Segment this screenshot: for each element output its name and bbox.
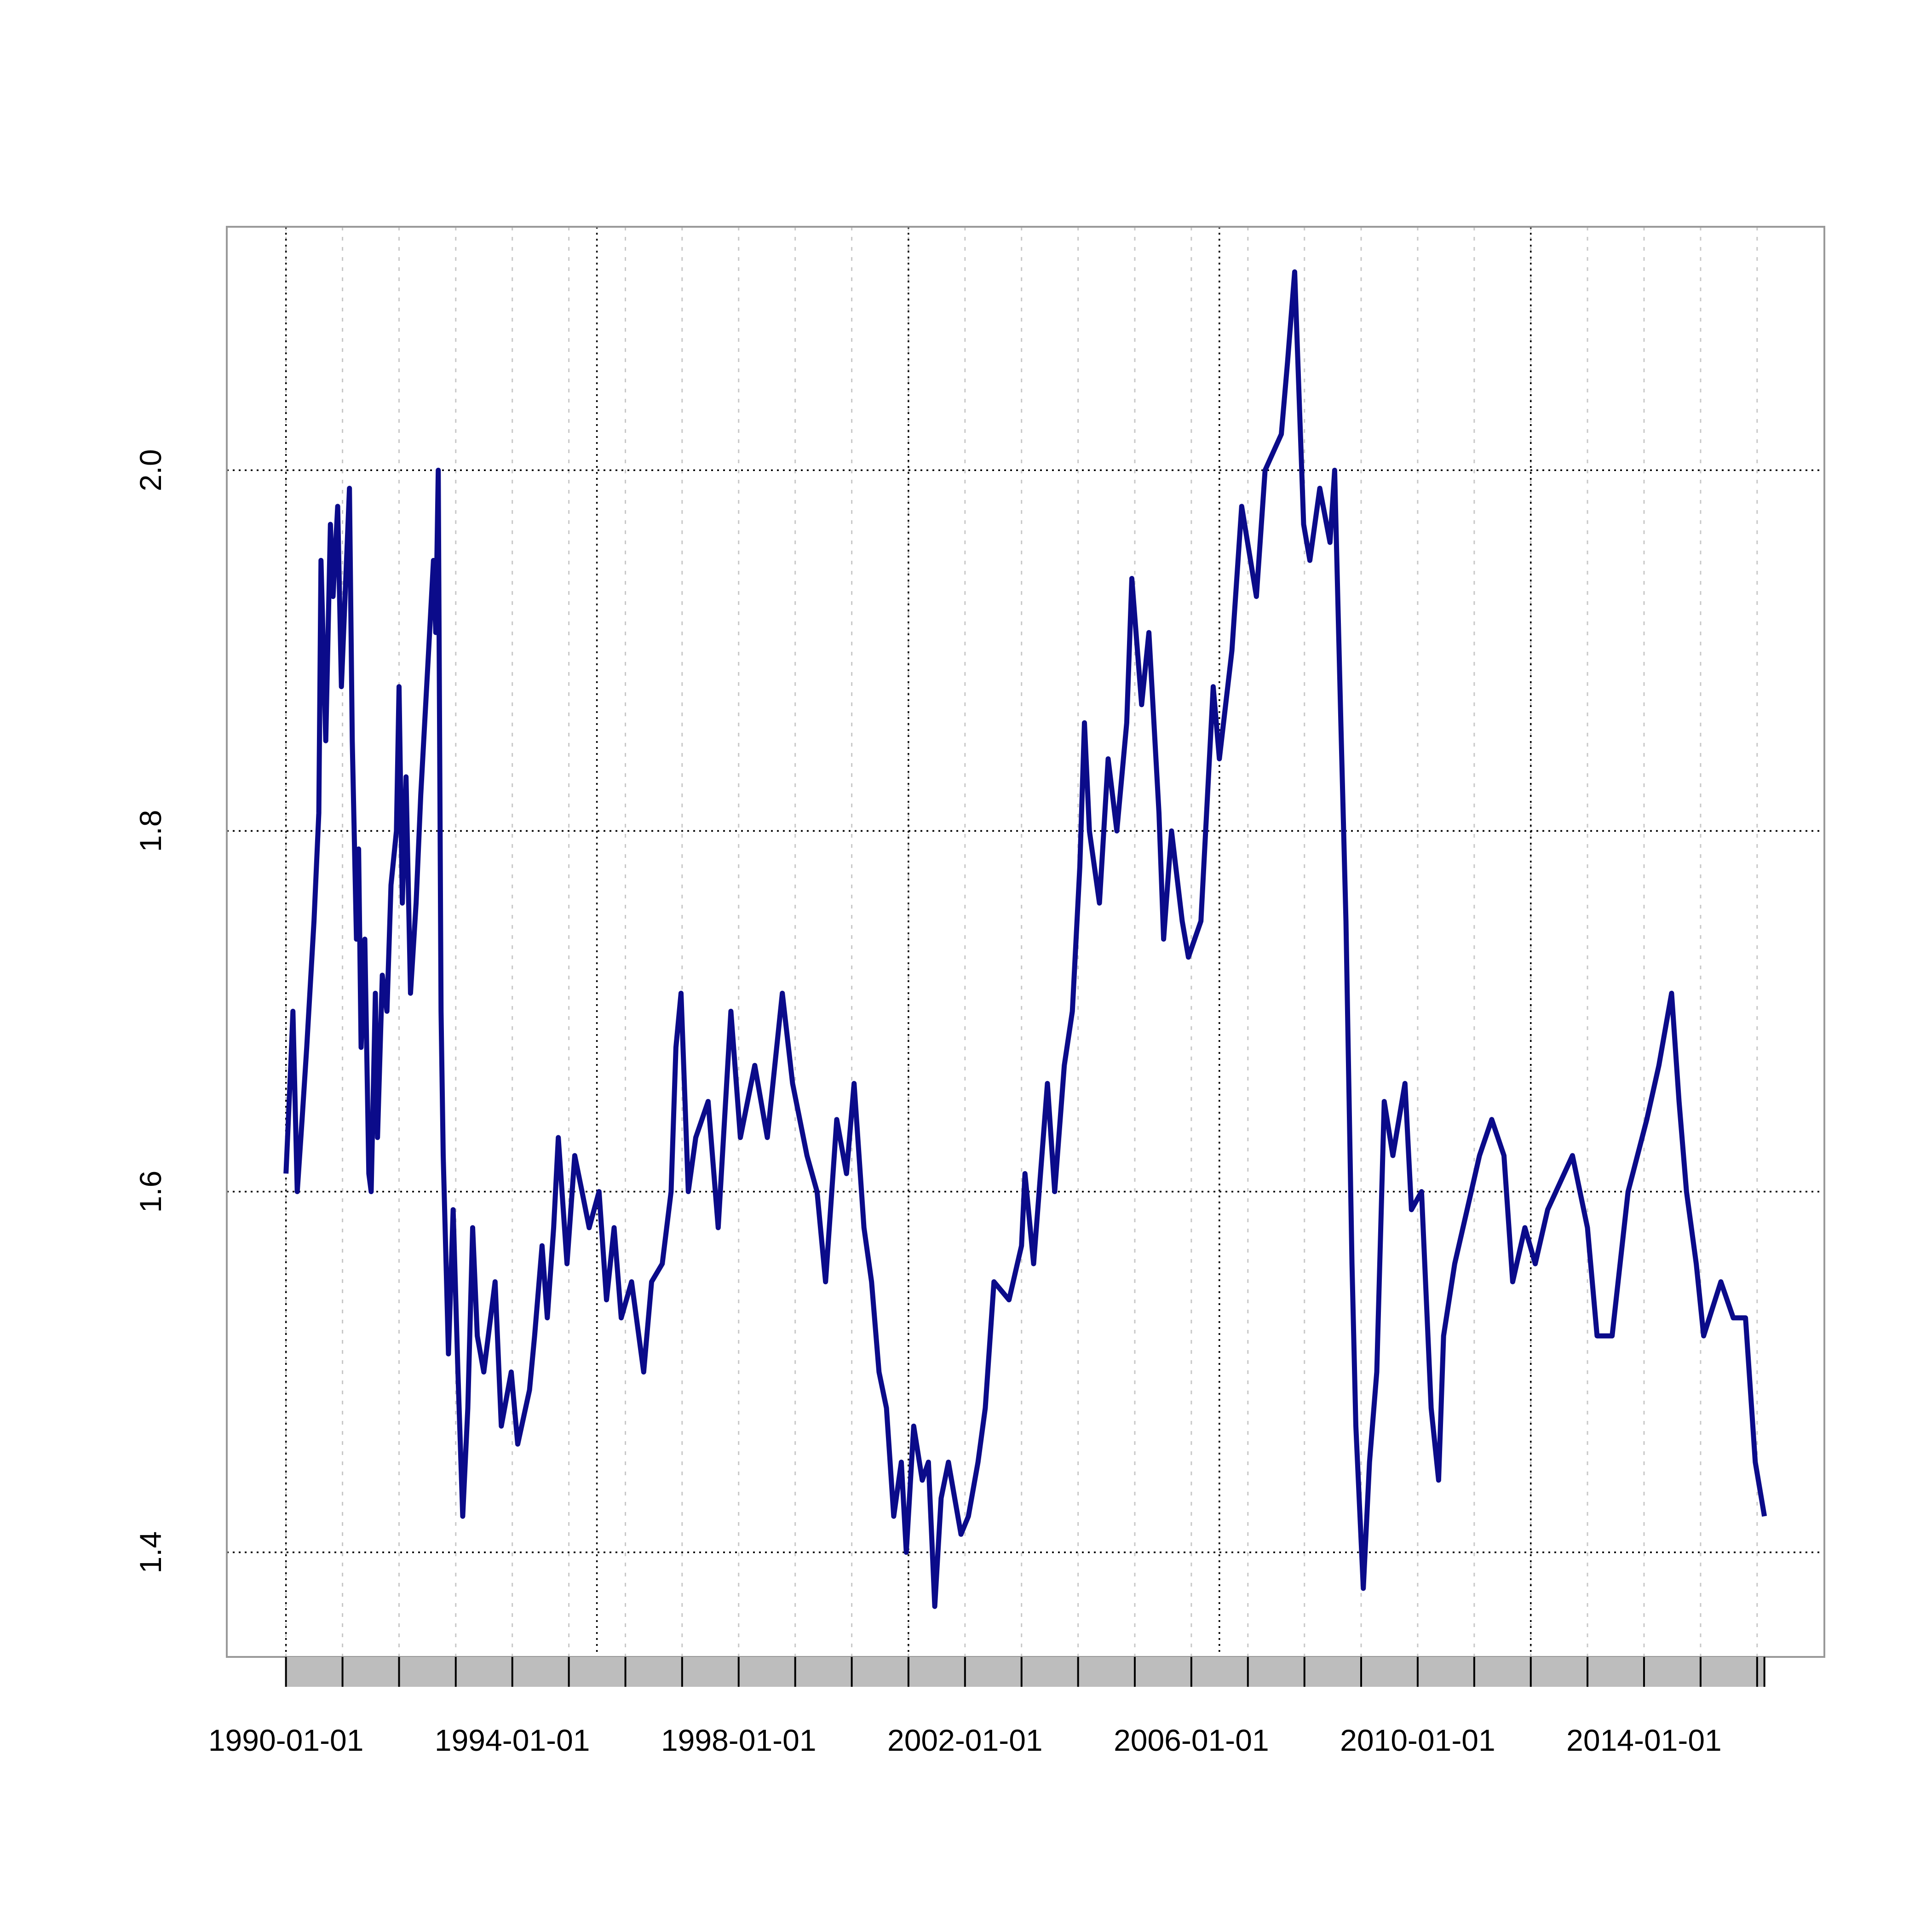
y-tick-label: 1.4 — [133, 1531, 167, 1574]
x-tick-label: 2014-01-01 — [1566, 1723, 1722, 1757]
y-tick-label: 2.0 — [133, 449, 167, 491]
x-tick-label: 1998-01-01 — [661, 1723, 816, 1757]
price-line — [283, 269, 1767, 1609]
x-tick-label: 1994-01-01 — [435, 1723, 590, 1757]
x-tick-label: 1990-01-01 — [208, 1723, 364, 1757]
time-bar — [286, 1657, 1765, 1687]
x-tick-label: 2002-01-01 — [887, 1723, 1043, 1757]
y-tick-label: 1.6 — [133, 1171, 167, 1213]
y-tick-label: 1.8 — [133, 810, 167, 852]
x-tick-label: 2010-01-01 — [1340, 1723, 1495, 1757]
x-tick-label: 2006-01-01 — [1114, 1723, 1269, 1757]
